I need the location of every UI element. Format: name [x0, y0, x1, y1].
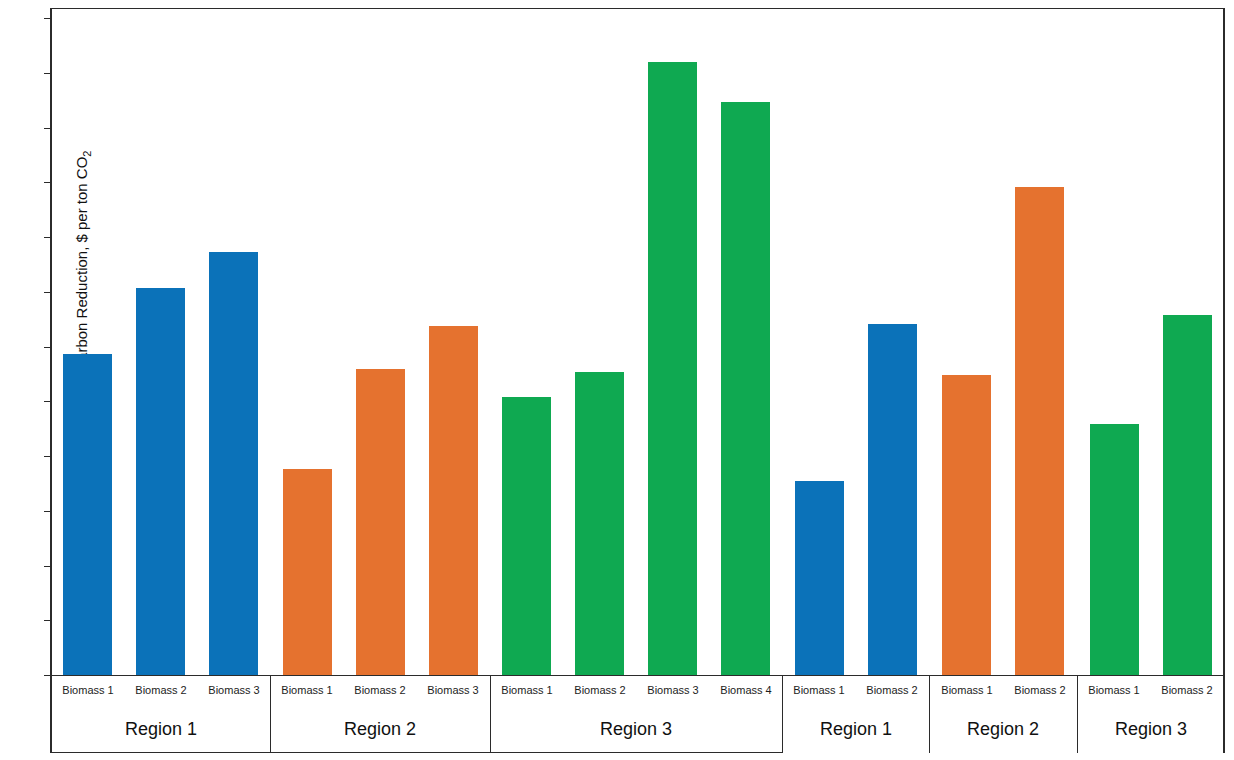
bar-chart: Additional Cost of Carbon Reduction, $ p…: [0, 0, 1234, 760]
bar-region1-biomass3: [209, 252, 258, 675]
x-axis-baseline: [51, 675, 1225, 676]
bar-region3-biomass2: [575, 372, 624, 675]
bar-region3-biomass3: [648, 62, 697, 675]
region-divider-line: [490, 675, 491, 753]
bar-region1-biomass1: [63, 354, 112, 675]
region-group-label: Region 3: [600, 719, 672, 740]
biomass-tick-label: Biomass 2: [354, 684, 405, 696]
bar-region2-biomass1: [942, 375, 991, 675]
y-axis-label-subscript: 2: [81, 151, 93, 157]
y-axis-line: [50, 8, 52, 753]
y-axis-tick: [44, 182, 51, 183]
y-axis-tick: [44, 566, 51, 567]
biomass-tick-label: Biomass 1: [62, 684, 113, 696]
y-axis-tick: [44, 128, 51, 129]
bar-region1-biomass2: [136, 288, 185, 675]
label-band-bottom-line: [51, 752, 782, 753]
biomass-tick-label: Biomass 4: [720, 684, 771, 696]
biomass-tick-label: Biomass 2: [1014, 684, 1065, 696]
biomass-tick-label: Biomass 2: [1161, 684, 1212, 696]
y-axis-tick: [44, 237, 51, 238]
y-axis-tick: [44, 511, 51, 512]
region-group-label: Region 2: [344, 719, 416, 740]
y-axis-tick: [44, 347, 51, 348]
bar-region2-biomass3: [429, 326, 478, 675]
bar-region3-biomass1: [1090, 424, 1139, 675]
bar-region3-biomass4: [721, 102, 770, 675]
biomass-tick-label: Biomass 2: [574, 684, 625, 696]
y-axis-tick: [44, 292, 51, 293]
biomass-tick-label: Biomass 1: [281, 684, 332, 696]
biomass-tick-label: Biomass 1: [941, 684, 992, 696]
region-divider-line: [782, 675, 783, 753]
y-axis-tick: [44, 18, 51, 19]
plot-top-border: [51, 8, 1225, 9]
region-group-label: Region 1: [820, 719, 892, 740]
bar-region3-biomass1: [502, 397, 551, 675]
bar-region2-biomass2: [356, 369, 405, 675]
y-axis-tick: [44, 73, 51, 74]
bar-region3-biomass2: [1163, 315, 1212, 675]
bar-region1-biomass2: [868, 324, 917, 675]
biomass-tick-label: Biomass 1: [501, 684, 552, 696]
biomass-tick-label: Biomass 2: [135, 684, 186, 696]
region-divider-line: [1077, 675, 1078, 753]
biomass-tick-label: Biomass 3: [427, 684, 478, 696]
biomass-tick-label: Biomass 1: [1088, 684, 1139, 696]
y-axis-tick: [44, 456, 51, 457]
region-group-label: Region 1: [125, 719, 197, 740]
plot-right-border: [1223, 8, 1225, 753]
y-axis-tick: [44, 620, 51, 621]
region-group-label: Region 3: [1115, 719, 1187, 740]
bar-region2-biomass1: [283, 469, 332, 675]
y-axis-tick: [44, 401, 51, 402]
biomass-tick-label: Biomass 3: [647, 684, 698, 696]
y-axis-tick: [44, 675, 51, 676]
biomass-tick-label: Biomass 2: [866, 684, 917, 696]
biomass-tick-label: Biomass 3: [208, 684, 259, 696]
region-group-label: Region 2: [967, 719, 1039, 740]
bar-region1-biomass1: [795, 481, 844, 675]
region-divider-line: [929, 675, 930, 753]
region-divider-line: [270, 675, 271, 753]
bar-region2-biomass2: [1015, 187, 1064, 675]
biomass-tick-label: Biomass 1: [793, 684, 844, 696]
